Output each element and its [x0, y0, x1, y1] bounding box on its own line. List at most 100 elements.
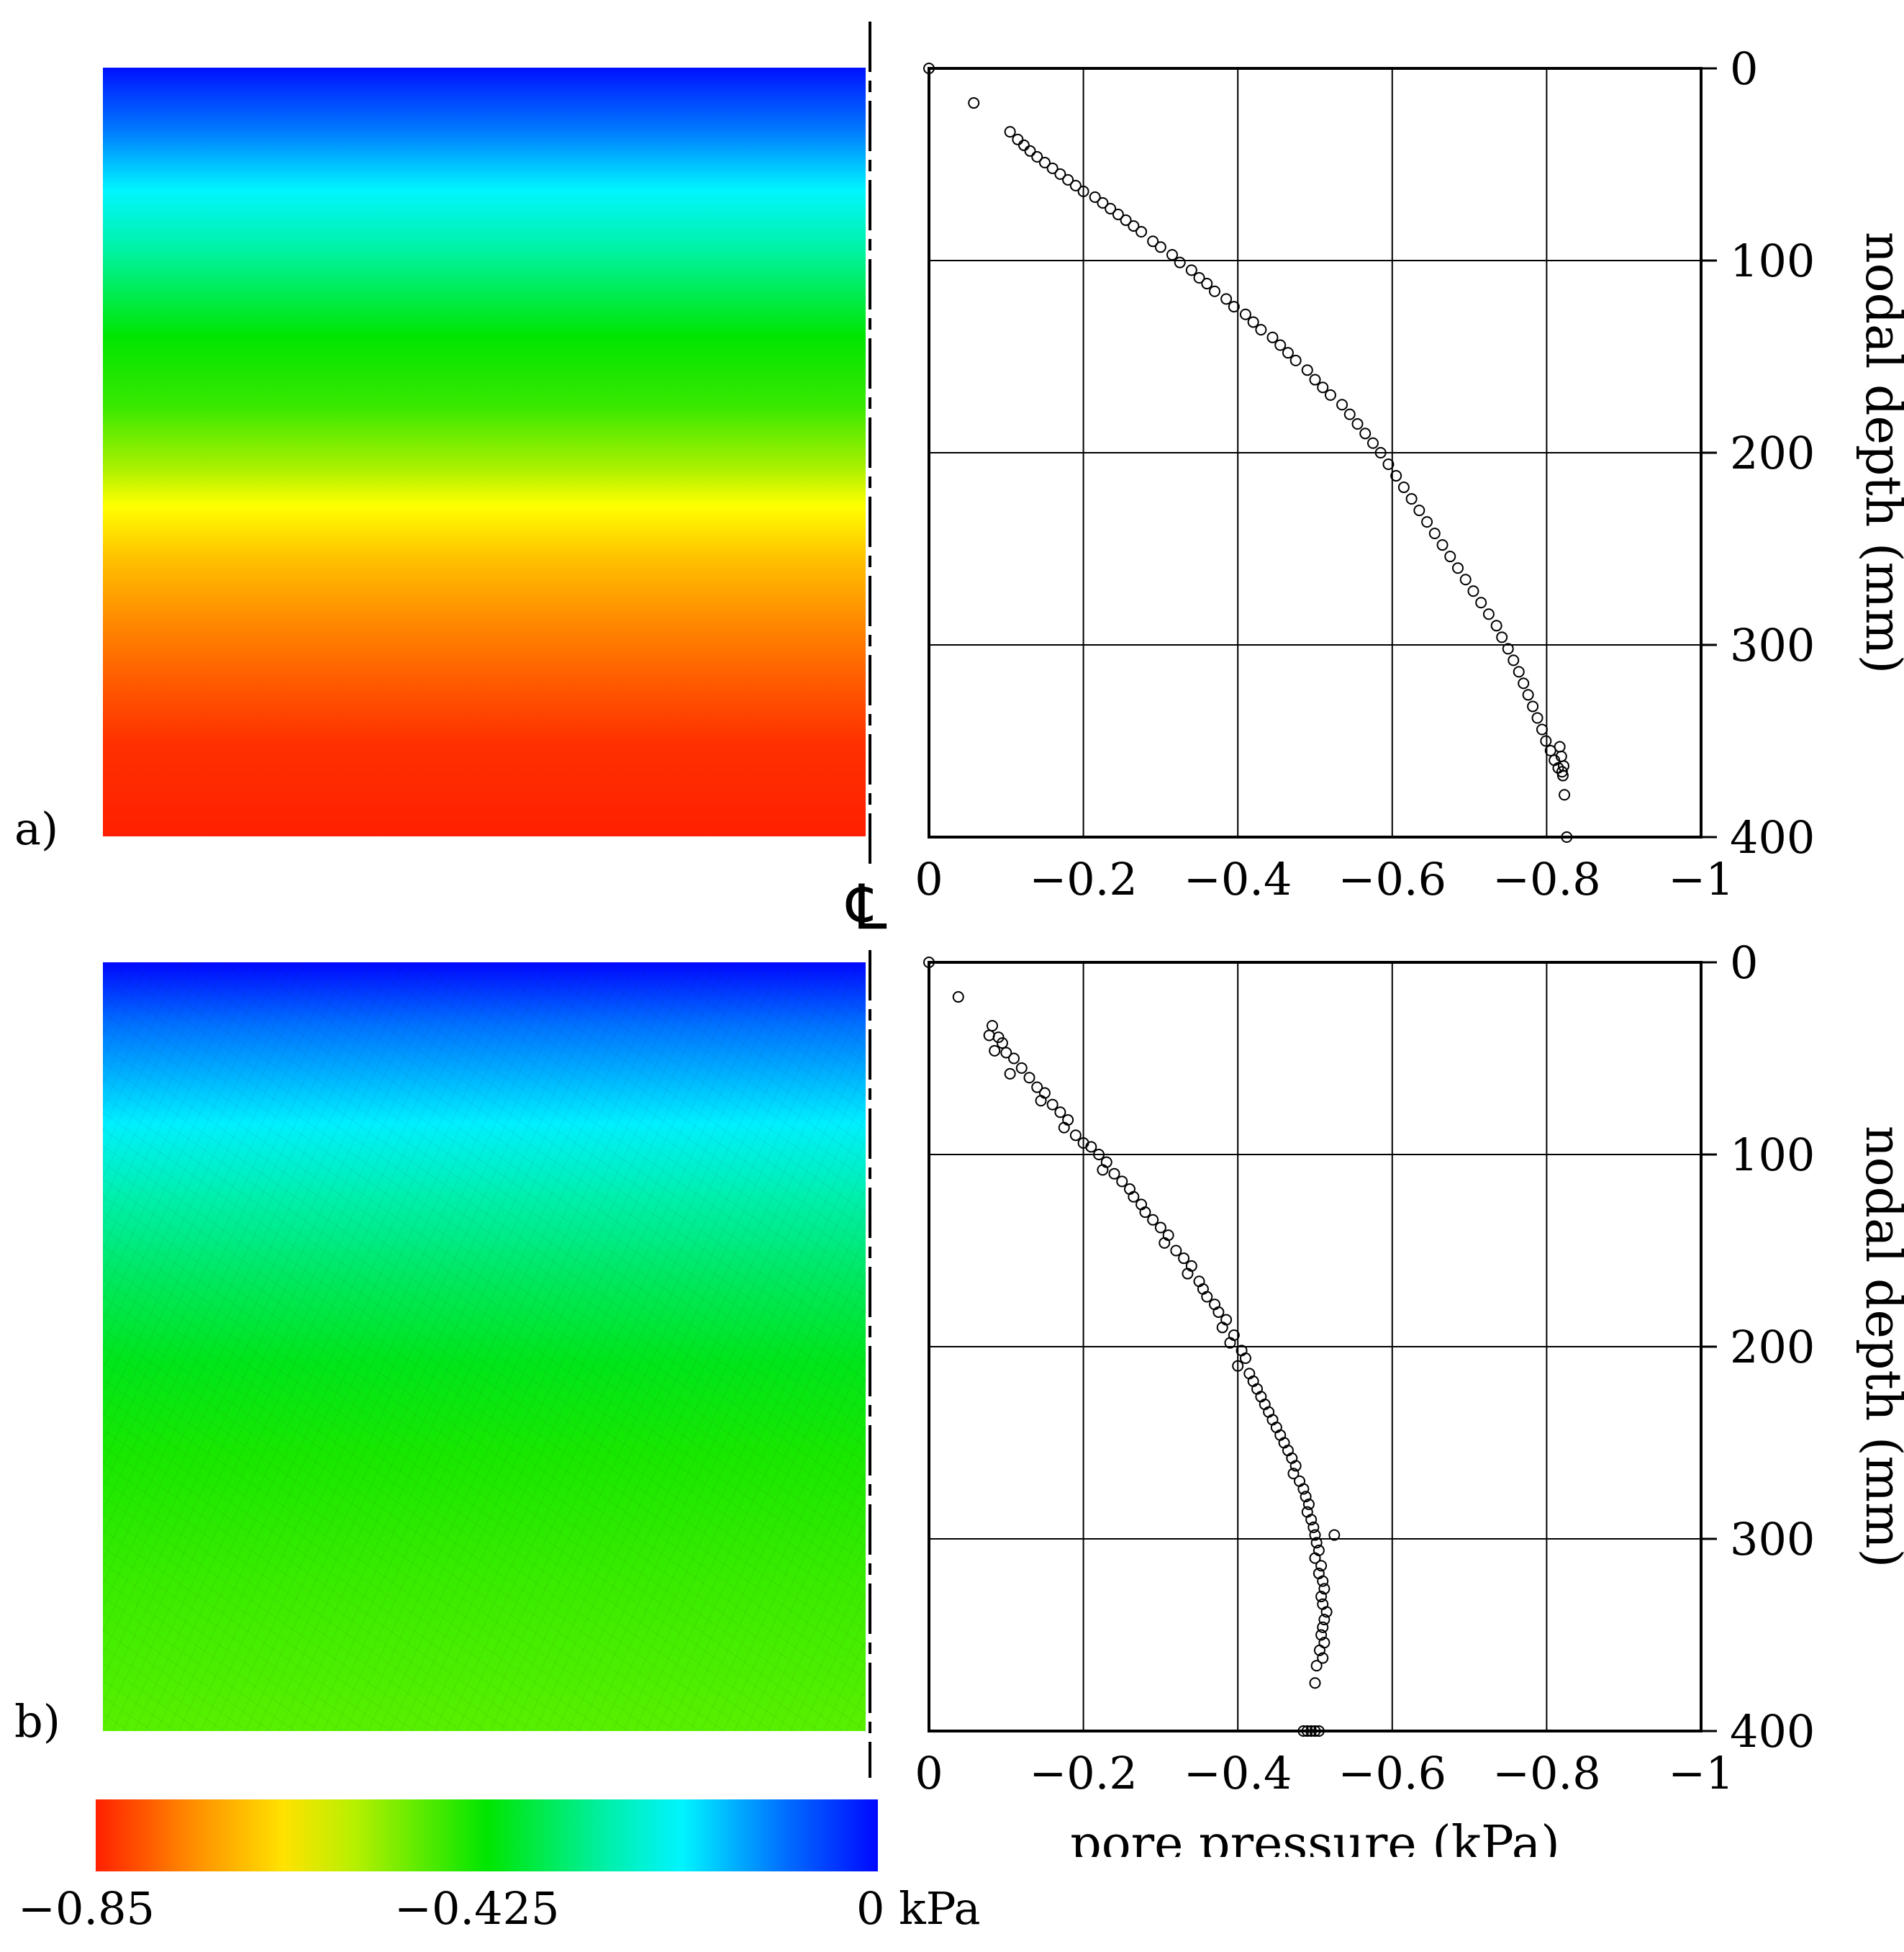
data-point	[1058, 1121, 1070, 1134]
data-point	[1255, 324, 1267, 336]
data-point	[1428, 528, 1441, 540]
data-point	[1212, 1306, 1225, 1318]
data-point	[1309, 1529, 1321, 1541]
pore-pressure-field-b	[103, 962, 866, 1731]
data-point	[1159, 1237, 1171, 1249]
data-point	[1093, 1149, 1105, 1160]
data-point	[1336, 399, 1348, 411]
x-tick-label: −0.4	[1184, 853, 1292, 905]
data-point	[1008, 1052, 1020, 1065]
data-point	[1297, 1725, 1310, 1737]
data-point	[1174, 256, 1186, 268]
data-point	[1178, 1252, 1190, 1265]
data-point	[1309, 374, 1321, 386]
data-point	[1452, 562, 1464, 574]
data-point	[1031, 1081, 1043, 1093]
data-point	[1436, 539, 1449, 551]
data-point	[1120, 214, 1132, 226]
data-point	[1216, 1321, 1228, 1334]
y-tick-label: 400	[1730, 1705, 1815, 1758]
data-point	[1536, 723, 1548, 736]
data-point	[1035, 1095, 1047, 1107]
data-point	[992, 1031, 1005, 1044]
data-point	[1307, 1521, 1320, 1533]
data-point	[1490, 620, 1502, 632]
y-tick-label: 300	[1730, 619, 1815, 672]
data-point	[1328, 1529, 1341, 1541]
data-point	[1201, 278, 1213, 290]
data-point	[1154, 1221, 1166, 1234]
data-point	[1502, 643, 1514, 655]
data-point	[1305, 1514, 1318, 1526]
data-point	[1185, 264, 1197, 276]
data-point	[1147, 235, 1159, 248]
data-point	[1097, 1164, 1109, 1176]
data-point	[1105, 202, 1117, 214]
data-point	[1128, 1190, 1140, 1203]
data-point	[1459, 574, 1472, 586]
data-point	[1301, 1725, 1313, 1737]
data-point	[1561, 831, 1573, 843]
data-point	[1301, 364, 1313, 376]
data-point	[1247, 316, 1259, 328]
data-point	[1239, 1352, 1251, 1365]
data-point	[1024, 145, 1036, 157]
data-point	[1444, 551, 1456, 563]
data-point	[986, 1020, 998, 1032]
data-point	[1540, 735, 1552, 747]
data-point	[1023, 1072, 1035, 1084]
data-point	[1000, 1047, 1012, 1059]
data-point	[1310, 1537, 1323, 1549]
x-axis-label: pore pressure (kPa)	[1070, 1816, 1560, 1857]
data-point	[1031, 150, 1043, 163]
pore-pressure-field-a	[103, 68, 866, 836]
y-axis-label: nodal depth (mm)	[1854, 1126, 1904, 1568]
data-point	[1315, 1591, 1328, 1603]
data-point	[1128, 220, 1140, 232]
y-tick-label: 300	[1730, 1513, 1815, 1565]
data-point	[1046, 1098, 1058, 1111]
data-point	[1282, 347, 1294, 359]
data-point	[1004, 126, 1016, 138]
data-point	[1182, 1268, 1194, 1280]
data-point	[1220, 293, 1233, 305]
data-point	[1108, 1167, 1120, 1180]
data-point	[1077, 185, 1089, 197]
data-point	[1139, 1206, 1151, 1219]
x-tick-label: −0.8	[1492, 853, 1601, 905]
data-point	[1012, 133, 1024, 145]
data-point	[1085, 1141, 1097, 1153]
y-tick-label: 100	[1730, 1129, 1815, 1181]
data-point	[1324, 389, 1336, 401]
data-point	[1266, 331, 1279, 343]
x-tick-label: −0.6	[1338, 853, 1447, 905]
data-point	[1413, 505, 1425, 517]
data-point	[1170, 1244, 1182, 1257]
data-point	[1300, 1491, 1312, 1503]
data-point	[1062, 173, 1074, 186]
data-point	[1421, 516, 1433, 528]
data-point	[1209, 285, 1221, 297]
x-tick-label: −0.2	[1029, 1747, 1138, 1799]
data-point	[1054, 1106, 1066, 1119]
data-point	[1475, 597, 1487, 609]
data-point	[1313, 1725, 1325, 1737]
data-point	[1135, 225, 1148, 238]
data-point	[1004, 1067, 1016, 1080]
data-point	[1320, 1606, 1333, 1618]
data-point	[1508, 654, 1520, 667]
data-point	[1302, 1498, 1315, 1510]
data-point	[1287, 1468, 1300, 1480]
data-point	[1405, 493, 1418, 505]
data-point	[1017, 139, 1030, 151]
data-point	[1366, 437, 1379, 449]
y-tick-label: 200	[1730, 1321, 1815, 1373]
data-point	[1318, 1614, 1330, 1626]
data-point	[1522, 689, 1534, 701]
data-point	[1193, 272, 1205, 284]
data-point	[1390, 470, 1402, 482]
x-tick-label: −0.6	[1338, 1747, 1447, 1799]
data-point	[1315, 1629, 1328, 1641]
data-point	[1318, 1583, 1330, 1595]
data-point	[1554, 741, 1566, 753]
